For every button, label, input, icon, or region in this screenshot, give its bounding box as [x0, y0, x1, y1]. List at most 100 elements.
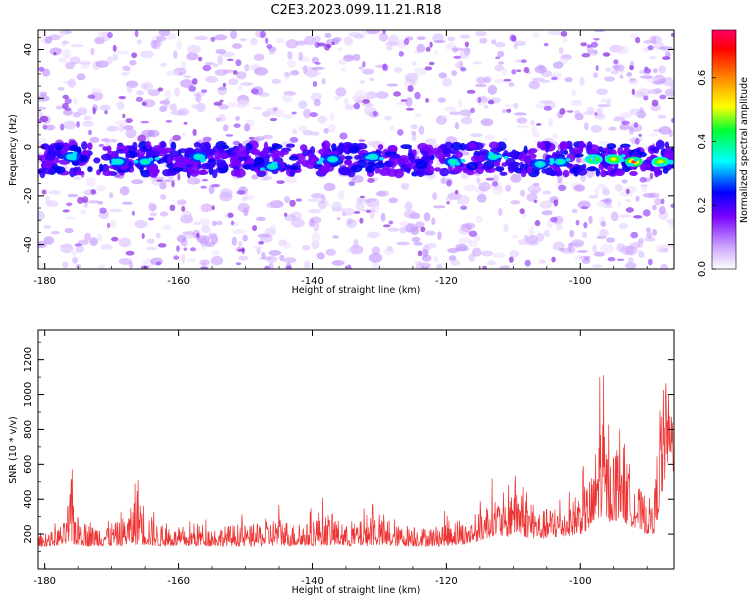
noise-blob	[353, 102, 361, 110]
noise-blob	[651, 99, 659, 107]
band-blob	[572, 146, 583, 155]
noise-blob	[351, 175, 364, 183]
colorbar: 0.0 0.2 0.4 0.6 Normalized spectral amplitu…	[697, 29, 750, 277]
noise-blob	[339, 132, 348, 140]
band-blob	[187, 166, 200, 174]
noise-blob	[62, 261, 69, 269]
noise-blob	[219, 99, 224, 103]
noise-blob	[366, 91, 377, 100]
noise-blob	[629, 65, 634, 71]
noise-blob	[317, 42, 326, 47]
noise-blob	[287, 51, 293, 60]
noise-blob	[90, 91, 104, 101]
noise-blob	[90, 88, 103, 94]
noise-blob	[536, 232, 545, 242]
noise-blob	[367, 140, 374, 147]
noise-blob	[311, 66, 325, 71]
band-blob	[468, 142, 478, 150]
noise-blob	[671, 117, 674, 124]
colorbar-tick-label: 0.4	[697, 134, 708, 150]
noise-blob	[508, 256, 514, 263]
noise-blob	[186, 44, 201, 54]
band-blob	[38, 168, 43, 173]
noise-blob	[199, 259, 210, 266]
band-blob	[47, 144, 54, 151]
noise-blob	[510, 173, 522, 183]
noise-blob	[384, 115, 393, 121]
noise-blob	[557, 221, 563, 230]
band-blob	[302, 149, 311, 157]
noise-blob	[96, 184, 106, 192]
noise-blob	[137, 134, 146, 143]
noise-blob	[453, 55, 462, 60]
noise-blob	[200, 185, 207, 189]
noise-blob	[41, 189, 47, 195]
band-blob	[451, 141, 462, 151]
noise-blob	[582, 231, 588, 239]
noise-blob	[503, 223, 509, 233]
noise-blob	[275, 37, 286, 44]
noise-blob	[428, 61, 435, 66]
noise-blob	[433, 40, 447, 44]
noise-blob	[624, 245, 637, 256]
noise-blob	[433, 50, 438, 55]
band-blob	[386, 168, 398, 177]
hotspot-speck	[460, 158, 466, 163]
noise-blob	[332, 235, 339, 239]
noise-blob	[204, 62, 215, 66]
noise-blob	[424, 230, 436, 236]
noise-blob	[314, 35, 321, 42]
noise-blob	[484, 134, 496, 141]
noise-blob	[263, 175, 273, 181]
hotspot-core	[329, 157, 336, 161]
noise-blob	[638, 133, 642, 137]
noise-blob	[62, 209, 70, 213]
noise-blob	[268, 262, 274, 269]
noise-blob	[509, 34, 517, 42]
band-blob	[318, 165, 329, 175]
hotspot-speck	[133, 159, 139, 164]
noise-blob	[336, 217, 341, 221]
noise-blob	[584, 256, 590, 261]
noise-blob	[121, 72, 128, 76]
noise-blob	[513, 112, 527, 116]
noise-blob	[218, 104, 230, 110]
band-blob	[246, 157, 255, 165]
band-blob	[520, 168, 527, 178]
noise-blob	[38, 111, 44, 117]
noise-blob	[284, 212, 288, 217]
noise-blob	[135, 96, 144, 102]
noise-blob	[625, 207, 634, 213]
noise-blob	[624, 262, 637, 269]
noise-blob	[159, 181, 167, 190]
noise-blob	[650, 104, 662, 112]
noise-blob	[335, 87, 347, 97]
y-tick-label: 1200	[23, 347, 34, 372]
noise-blob	[317, 115, 328, 124]
noise-blob	[525, 240, 540, 246]
noise-blob	[240, 82, 254, 86]
hotspot-speck	[488, 151, 494, 156]
noise-blob	[324, 43, 330, 51]
band-blob	[38, 155, 43, 160]
noise-blob	[637, 239, 644, 248]
band-blob	[355, 142, 368, 150]
band-blob	[228, 151, 237, 157]
band-blob	[511, 163, 518, 172]
band-blob	[193, 142, 202, 148]
noise-blob	[310, 131, 320, 136]
noise-blob	[226, 58, 234, 62]
noise-blob	[214, 34, 228, 41]
noise-blob	[131, 52, 138, 59]
band-blob	[466, 161, 478, 171]
x-tick-label: -180	[33, 276, 56, 287]
noise-blob	[237, 85, 243, 92]
noise-blob	[382, 224, 391, 228]
noise-blob	[97, 264, 106, 269]
band-blob	[197, 162, 202, 170]
noise-blob	[265, 255, 278, 263]
noise-blob	[670, 32, 674, 37]
noise-blob	[81, 196, 89, 203]
band-blob	[424, 144, 434, 153]
band-blob	[466, 170, 475, 176]
